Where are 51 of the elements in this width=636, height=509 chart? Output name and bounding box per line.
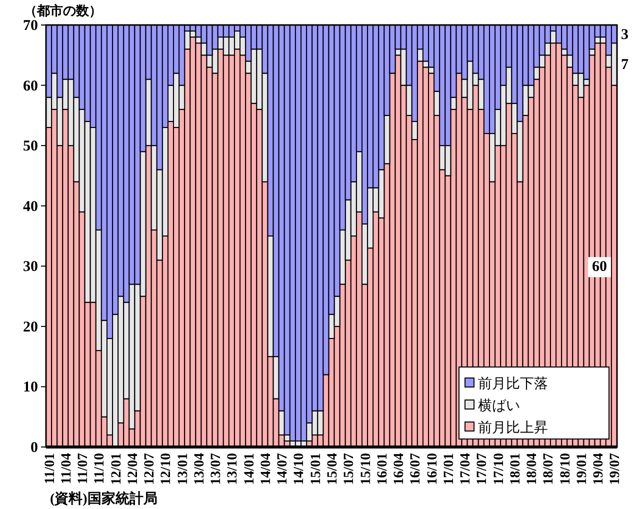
- x-tick-label: 14/01: [242, 453, 258, 485]
- legend-label: 前月比下落: [478, 376, 548, 392]
- x-tick-label: 16/01: [375, 453, 390, 485]
- x-tick-label: 15/10: [358, 453, 374, 485]
- legend-label: 横ばい: [478, 398, 520, 414]
- x-tick-label: 19/07: [608, 453, 624, 485]
- y-tick-label: 70: [23, 18, 38, 34]
- x-tick-label: 16/04: [392, 453, 408, 485]
- data-label: 7: [621, 57, 629, 74]
- y-tick-label: 60: [23, 78, 38, 94]
- y-axis-title: （都市の数）: [24, 3, 102, 18]
- x-tick-label: 14/10: [292, 453, 308, 485]
- x-tick-label: 18/07: [542, 453, 557, 485]
- x-tick-label: 11/07: [76, 453, 92, 484]
- x-tick-label: 17/04: [458, 453, 474, 485]
- x-tick-label: 13/10: [226, 453, 241, 485]
- x-tick-label: 15/07: [342, 453, 358, 485]
- x-tick-label: 11/04: [59, 453, 74, 484]
- x-tick-label: 16/07: [408, 453, 424, 485]
- y-tick-label: 50: [23, 138, 38, 155]
- x-tick-label: 16/10: [425, 453, 440, 485]
- data-label: 60: [592, 259, 607, 276]
- x-tick-label: 12/01: [109, 453, 124, 485]
- x-tick-label: 14/07: [276, 453, 291, 485]
- x-tick-label: 12/10: [159, 453, 174, 485]
- data-label: 3: [621, 27, 628, 44]
- x-tick-label: 19/04: [592, 453, 607, 485]
- y-tick-label: 40: [23, 198, 38, 215]
- x-tick-label: 17/07: [475, 453, 490, 485]
- text: (資料)国家統計局: [50, 490, 158, 507]
- x-tick-label: 14/04: [258, 453, 274, 485]
- legend-label: 前月比上昇: [478, 420, 548, 436]
- y-tick-label: 20: [23, 319, 38, 336]
- x-tick-label: 12/07: [142, 453, 158, 485]
- x-tick-label: 18/01: [508, 453, 524, 485]
- x-tick-label: 17/10: [492, 453, 507, 485]
- y-tick-label: 10: [23, 380, 38, 396]
- x-tick-label: 11/01: [42, 453, 58, 484]
- y-tick-label: 0: [30, 440, 38, 456]
- x-tick-label: 18/10: [558, 453, 574, 485]
- x-tick-label: 13/07: [209, 453, 224, 485]
- x-tick-label: 13/04: [192, 453, 208, 485]
- x-tick-label: 19/01: [574, 453, 590, 485]
- x-tick-label: 13/01: [176, 453, 191, 485]
- x-tick-label: 18/04: [525, 453, 540, 485]
- y-tick-label: 30: [23, 259, 38, 276]
- x-tick-label: 12/04: [126, 453, 141, 485]
- x-tick-label: 15/01: [308, 453, 324, 485]
- x-tick-label: 15/04: [326, 453, 340, 485]
- x-tick-label: 11/10: [92, 453, 108, 484]
- x-tick-label: 17/01: [442, 453, 457, 485]
